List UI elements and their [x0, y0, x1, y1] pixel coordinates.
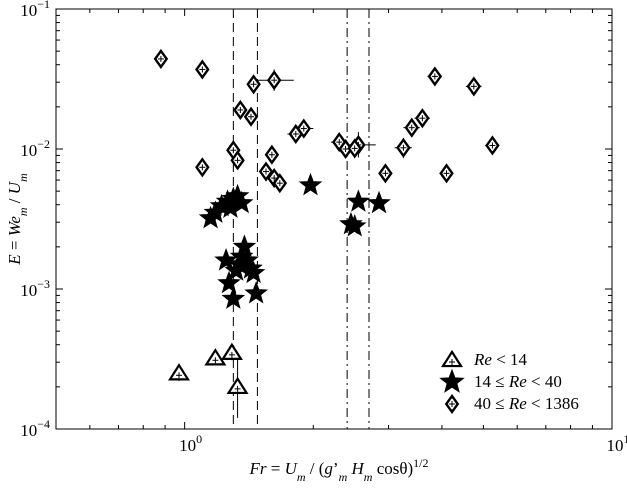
- data-point-diamond: [404, 117, 420, 138]
- data-point-diamond: [427, 66, 443, 87]
- legend-label: Re < 14: [473, 350, 528, 369]
- data-point-diamond: [415, 108, 430, 129]
- data-point-triangle: [226, 376, 249, 395]
- data-point-diamond: [246, 74, 261, 95]
- data-point-diamond: [296, 118, 312, 139]
- data-point-diamond: [264, 144, 280, 165]
- legend-marker-diamond: [444, 393, 460, 415]
- data-point-diamond: [243, 106, 259, 127]
- data-point-triangle: [220, 342, 243, 361]
- data-point-triangle: [204, 348, 227, 366]
- data-point-diamond: [195, 59, 210, 80]
- data-point-star: [346, 189, 371, 212]
- data-point-star: [214, 247, 238, 271]
- x-tick-label: 101: [607, 432, 627, 455]
- data-point-star: [298, 172, 323, 196]
- legend-label: 40 ≤ Re < 1386: [474, 394, 579, 413]
- data-point-diamond: [230, 150, 245, 171]
- x-axis-label: Fr = Um / (g’m Hm cosθ)1/2: [248, 456, 428, 484]
- legend-marker-triangle: [440, 349, 464, 368]
- legend-marker-star: [439, 368, 465, 393]
- data-point-triangle: [167, 363, 190, 381]
- x-tick-label: 100: [179, 432, 202, 455]
- y-tick-label: 10−1: [20, 0, 50, 20]
- data-point-star: [224, 258, 248, 281]
- y-tick-label: 10−2: [20, 137, 50, 160]
- data-point-star: [221, 286, 246, 309]
- data-point-diamond: [195, 157, 210, 178]
- data-point-diamond: [233, 99, 248, 121]
- data-point-star: [241, 260, 266, 284]
- plot-frame: [55, 8, 613, 430]
- data-point-diamond: [466, 76, 482, 97]
- axis-ticks: 100 101 10−4 10−3 10−2 10−1: [20, 0, 627, 455]
- data-point-star: [217, 270, 241, 294]
- data-point-diamond: [266, 70, 282, 91]
- legend-label: 14 ≤ Re < 40: [474, 372, 562, 391]
- data-point-diamond: [485, 135, 500, 156]
- data-point-star: [218, 195, 243, 218]
- data-point-star: [244, 280, 268, 304]
- y-axis-label: E = Wem / Um: [5, 173, 30, 266]
- y-tick-label: 10−3: [20, 277, 50, 300]
- data-point-star: [342, 213, 367, 237]
- data-point-diamond: [396, 137, 411, 158]
- data-point-star: [232, 234, 257, 257]
- data-point-star: [229, 190, 254, 214]
- y-tick-label: 10−4: [20, 417, 50, 440]
- data-point-diamond: [378, 163, 393, 184]
- data-point-diamond: [439, 163, 454, 184]
- legend: Re < 14 14 ≤ Re < 40 40 ≤ Re < 1386: [439, 349, 579, 415]
- data-point-star: [367, 190, 391, 214]
- data-point-diamond: [347, 138, 362, 159]
- data-point-diamond: [272, 173, 288, 194]
- data-markers: [153, 48, 500, 395]
- data-point-diamond: [153, 48, 169, 69]
